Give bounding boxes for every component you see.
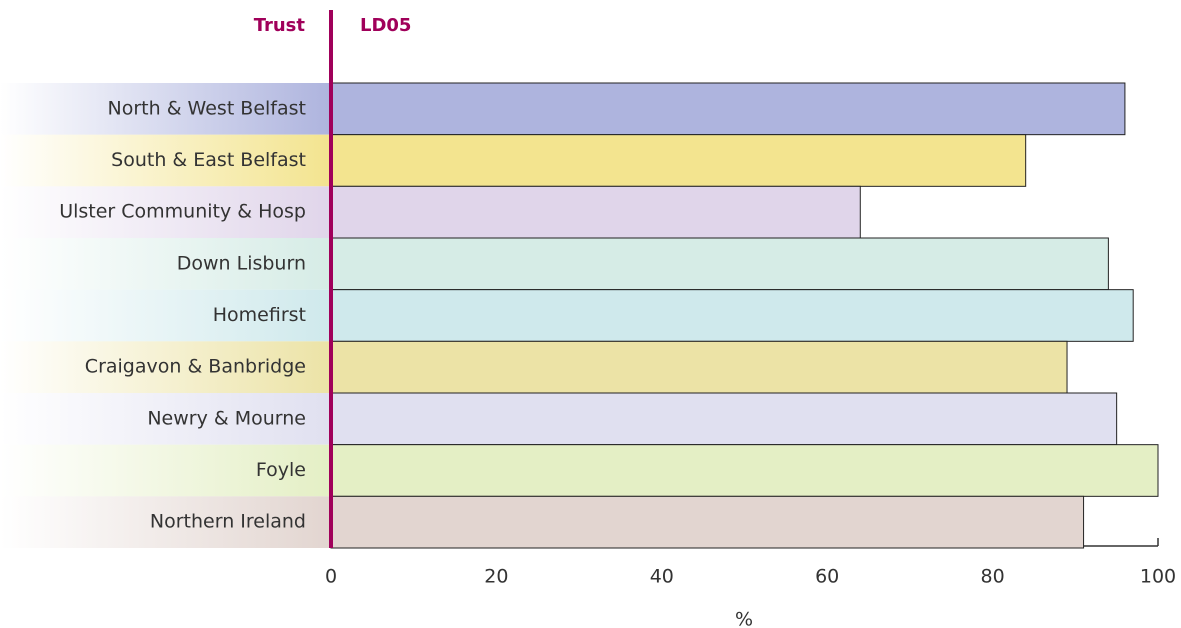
x-tick-label: 20 — [484, 566, 508, 588]
bar — [330, 444, 1159, 497]
x-tick-label: 100 — [1140, 566, 1176, 588]
y-tick-label: North & West Belfast — [108, 97, 306, 119]
y-tick-label: Foyle — [256, 459, 306, 481]
label-background — [0, 186, 331, 238]
label-background — [0, 289, 331, 342]
x-tick-label: 0 — [325, 566, 337, 588]
y-tick-label: Homefirst — [213, 304, 306, 326]
label-background — [0, 83, 331, 135]
bar — [330, 185, 861, 239]
y-tick-label: Down Lisburn — [177, 252, 306, 274]
y-tick-label: Newry & Mourne — [147, 407, 306, 429]
bar — [330, 289, 1134, 342]
label-background — [0, 496, 331, 548]
bar — [330, 340, 1068, 394]
label-background — [0, 238, 331, 290]
x-tick-label: 80 — [981, 566, 1005, 588]
x-axis-label: % — [735, 609, 753, 628]
bar — [330, 237, 1109, 291]
y-tick-label: South & East Belfast — [111, 149, 306, 171]
label-background — [0, 393, 331, 445]
y-tick-label: Craigavon & Banbridge — [85, 356, 306, 378]
label-background — [0, 341, 331, 393]
label-background — [0, 134, 331, 187]
x-tick-label: 40 — [650, 566, 674, 588]
label-background — [0, 444, 331, 497]
y-tick-label: Ulster Community & Hosp — [59, 201, 306, 223]
y-tick-label: Northern Ireland — [150, 511, 306, 533]
bar — [330, 392, 1118, 446]
bar — [330, 134, 1027, 187]
x-tick-label: 60 — [815, 566, 839, 588]
category-header: Trust — [254, 15, 306, 36]
bar — [330, 82, 1126, 136]
chart-title: LD05 — [360, 15, 411, 36]
bar — [330, 495, 1085, 549]
